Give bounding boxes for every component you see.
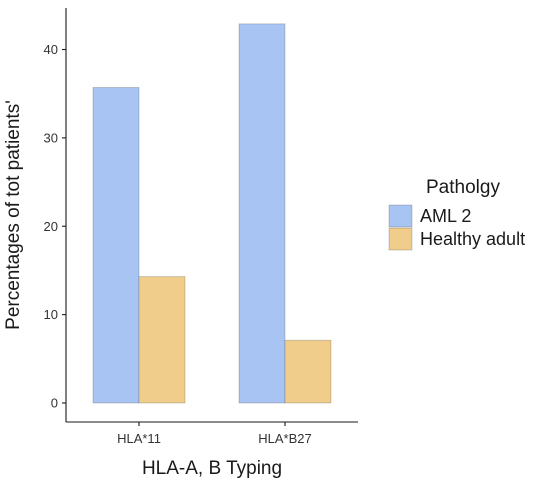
- y-tick-label: 20: [44, 219, 58, 234]
- legend-title: Patholgy: [426, 177, 500, 198]
- y-axis-title: Percentages of tot patients': [3, 100, 24, 330]
- legend-label: AML 2: [420, 206, 471, 226]
- legend: Patholgy AML 2 Healthy adult: [388, 177, 525, 251]
- y-tick-label: 0: [51, 396, 58, 411]
- legend-key-healthy-adult: [388, 227, 413, 251]
- bar-aml2: [92, 87, 140, 404]
- x-axis-title: HLA-A, B Typing: [142, 458, 282, 479]
- bar-aml2: [238, 23, 286, 404]
- bars-layer: [92, 23, 332, 404]
- x-tick-label: HLA*B27: [258, 431, 311, 446]
- x-ticks: HLA*11 HLA*B27: [117, 422, 312, 446]
- legend-label: Healthy adult: [420, 229, 525, 249]
- y-ticks: 0 10 20 30 40: [44, 42, 66, 411]
- bar-healthy-adult: [284, 339, 332, 404]
- x-tick-label: HLA*11: [117, 431, 161, 446]
- legend-key-aml2: [388, 204, 413, 228]
- y-tick-label: 10: [44, 307, 58, 322]
- axes-layer: 0 10 20 30 40 HLA*11 HLA*B27: [44, 8, 358, 446]
- bar-healthy-adult: [138, 276, 186, 404]
- y-tick-label: 30: [44, 130, 58, 145]
- y-tick-label: 40: [44, 42, 58, 57]
